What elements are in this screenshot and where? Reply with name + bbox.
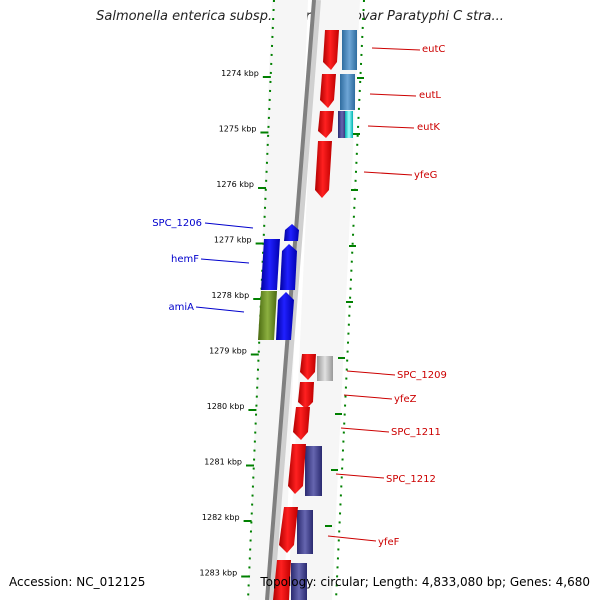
forward-gene-track (273, 30, 339, 600)
gene-rev-mid (280, 244, 297, 290)
scale-label: 1277 kbp (214, 236, 252, 245)
gene-eutK (318, 111, 334, 138)
scale-label: 1283 kbp (199, 569, 237, 578)
scale-label: 1280 kbp (207, 402, 245, 411)
cds-block (305, 446, 322, 496)
scale-label: 1274 kbp (221, 69, 259, 78)
label-eutC: eutC (422, 44, 445, 55)
label-eutL: eutL (419, 90, 441, 101)
gene-eutC (323, 30, 339, 70)
cds-block (297, 510, 313, 554)
cds-block (291, 563, 307, 600)
gene-SPC_1209 (300, 354, 316, 380)
label-yfeG: yfeG (414, 170, 437, 181)
label-SPC_1211: SPC_1211 (391, 427, 441, 438)
scale-label: 1275 kbp (219, 125, 257, 134)
cds-block (342, 30, 357, 70)
gene-amiA (258, 291, 277, 340)
gene-yfeG (315, 141, 332, 198)
gene-hemF (261, 239, 280, 290)
gene-red-bottom (273, 560, 291, 600)
cds-track (291, 30, 357, 600)
topology-info: Topology: circular; Length: 4,833,080 bp… (260, 575, 590, 589)
label-amiA: amiA (169, 302, 195, 313)
scale-label: 1279 kbp (209, 347, 247, 356)
gene-labels: eutC eutL eutK yfeG SPC_1209 yfeZ SPC_12… (152, 44, 447, 548)
label-hemF: hemF (171, 254, 199, 265)
gene-SPC_1212 (288, 444, 306, 494)
scale-labels: 1274 kbp 1275 kbp 1276 kbp 1277 kbp 1278 kbp… (199, 69, 271, 578)
scale-label: 1281 kbp (204, 458, 242, 467)
accession-info: Accession: NC_012125 (9, 575, 146, 589)
cds-block (338, 111, 346, 138)
gene-SPC_1211 (293, 407, 310, 440)
gene-yfeF (279, 507, 298, 553)
cds-block (345, 111, 353, 138)
scale-ruler-outer (247, 0, 275, 600)
scale-ruler-inner (335, 0, 365, 600)
cds-block (340, 74, 355, 110)
label-yfeZ: yfeZ (394, 394, 417, 405)
label-SPC_1206: SPC_1206 (152, 218, 202, 229)
gene-eutL (320, 74, 336, 108)
cds-block (317, 356, 333, 381)
reverse-gene-track (258, 224, 299, 340)
scale-label: 1276 kbp (216, 180, 254, 189)
label-SPC_1212: SPC_1212 (386, 474, 436, 485)
gene-rev-low (276, 292, 294, 340)
inner-ruler-ticks (325, 77, 364, 527)
scale-label: 1282 kbp (202, 513, 240, 522)
gene-SPC_1206 (284, 224, 299, 241)
label-yfeF: yfeF (378, 537, 400, 548)
label-eutK: eutK (417, 122, 440, 133)
label-leaders (195, 47, 421, 542)
scale-label: 1278 kbp (212, 291, 250, 300)
gene-yfeZ (298, 382, 314, 409)
label-SPC_1209: SPC_1209 (397, 370, 447, 381)
